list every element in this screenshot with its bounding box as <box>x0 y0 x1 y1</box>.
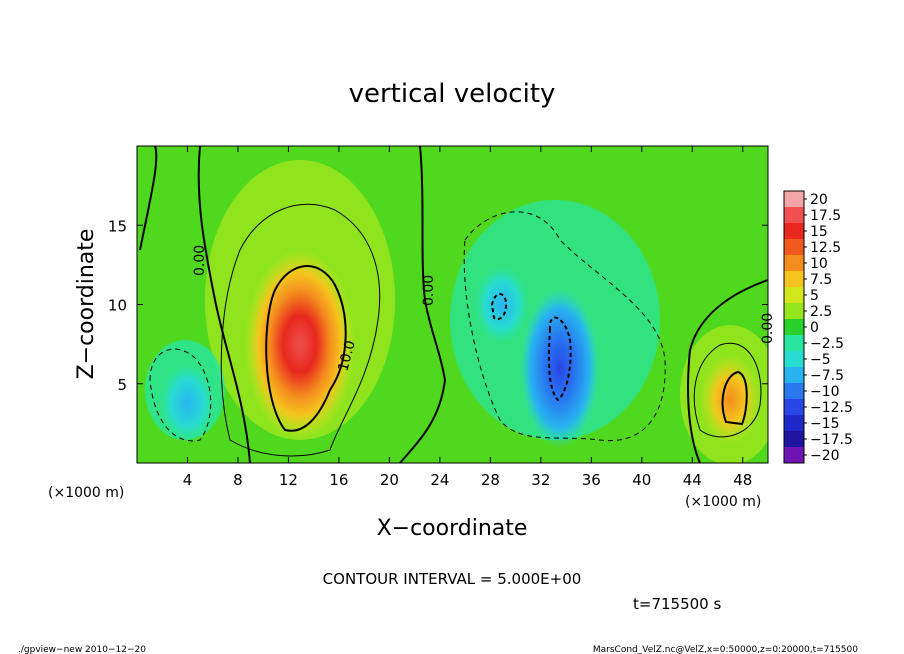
y-tick-label: 5 <box>117 376 127 394</box>
feature-core <box>473 264 530 345</box>
chart-title: vertical velocity <box>349 79 556 109</box>
colorbar-label: 5 <box>810 288 819 304</box>
contour-interval-note: CONTOUR INTERVAL = 5.000E+00 <box>323 570 582 588</box>
colorbar-swatch <box>784 367 804 384</box>
y-axis-ticks: 5 10 15 <box>108 217 768 394</box>
colorbar-swatch <box>784 399 804 416</box>
colorbar-swatch <box>784 383 804 400</box>
contour-10-updraft <box>265 265 347 432</box>
contour-neg10-upper <box>490 293 508 321</box>
x-tick-label: 36 <box>582 471 601 489</box>
colorbar-swatch <box>784 271 804 288</box>
colorbar-label: 17.5 <box>810 208 841 224</box>
feature-core <box>244 249 355 440</box>
contour-zero-2 <box>399 146 447 463</box>
y-axis-label: Z−coordinate <box>74 229 99 380</box>
y-tick-label: 15 <box>108 217 127 235</box>
colorbar-swatch <box>784 287 804 304</box>
colorbar-swatch <box>784 303 804 320</box>
x-tick-label: 16 <box>329 471 348 489</box>
contour-label-2: 0.00 <box>421 275 437 306</box>
colorbar-swatch <box>784 351 804 368</box>
colorbar-swatch <box>784 207 804 224</box>
footer-right: MarsCond_VelZ.nc@VelZ,x=0:50000,z=0:2000… <box>593 645 858 654</box>
colorbar-label: −17.5 <box>810 432 853 448</box>
colorbar-swatch <box>784 431 804 448</box>
x-tick-label: 28 <box>481 471 500 489</box>
contour-10-right <box>721 370 748 426</box>
x-tick-label: 40 <box>632 471 651 489</box>
colorbar-label: −7.5 <box>810 368 844 384</box>
colorbar-label: −10 <box>810 384 840 400</box>
colorbar-label: −15 <box>810 416 840 432</box>
x-unit-left: (×1000 m) <box>48 485 124 501</box>
contour-5-right <box>693 342 762 438</box>
colorbar-label: −12.5 <box>810 400 853 416</box>
colorbar-swatch <box>784 415 804 432</box>
colorbar-swatch <box>784 447 804 464</box>
contour-neg5-left <box>149 348 212 442</box>
heatmap-field <box>137 146 768 463</box>
contour-neg5-center <box>463 211 666 442</box>
y-tick-label: 10 <box>108 297 127 315</box>
x-tick-label: 12 <box>279 471 298 489</box>
x-axis-label: X−coordinate <box>377 516 528 541</box>
contour-label-1: 0.00 <box>192 245 208 276</box>
colorbar-swatch <box>784 223 804 240</box>
colorbar-swatch <box>784 239 804 256</box>
x-tick-label: 20 <box>380 471 399 489</box>
colorbar-swatch <box>784 335 804 352</box>
x-tick-label: 4 <box>183 471 193 489</box>
colorbar-label: 2.5 <box>810 304 832 320</box>
colorbar-label: 12.5 <box>810 240 841 256</box>
colorbar-label: −2.5 <box>810 336 844 352</box>
x-unit-right: (×1000 m) <box>685 494 761 510</box>
x-tick-label: 8 <box>233 471 243 489</box>
contour-label-3: 10.0 <box>335 339 359 373</box>
feature-core <box>519 287 600 448</box>
x-tick-label: 48 <box>733 471 752 489</box>
colorbar-label: 15 <box>810 224 828 240</box>
x-tick-label: 24 <box>430 471 449 489</box>
colorbar-label: 0 <box>810 320 819 336</box>
x-tick-label: 32 <box>531 471 550 489</box>
colorbar-label: 10 <box>810 256 828 272</box>
footer-left: ./gpview−new 2010−12−20 <box>18 645 146 654</box>
colorbar-swatch <box>784 319 804 336</box>
colorbar-label: −5 <box>810 352 831 368</box>
contour-zero-3 <box>687 279 768 463</box>
time-label: t=715500 s <box>633 595 721 613</box>
colorbar-label: 20 <box>810 192 828 208</box>
contour-5-updraft <box>220 203 381 457</box>
colorbar-swatch <box>784 255 804 272</box>
x-axis-ticks: 4 8 12 16 20 24 28 32 36 40 44 48 <box>183 146 752 489</box>
colorbar-label: 7.5 <box>810 272 832 288</box>
contour-neg10-center <box>547 316 572 402</box>
colorbar-label: −20 <box>810 448 840 464</box>
colorbar: 2017.51512.5107.552.50−2.5−5−7.5−10−12.5… <box>783 190 853 464</box>
feature-core <box>700 354 761 445</box>
contour-zero-1 <box>139 146 251 463</box>
x-tick-label: 44 <box>683 471 702 489</box>
feature-core <box>159 362 216 443</box>
colorbar-swatch <box>784 191 804 208</box>
